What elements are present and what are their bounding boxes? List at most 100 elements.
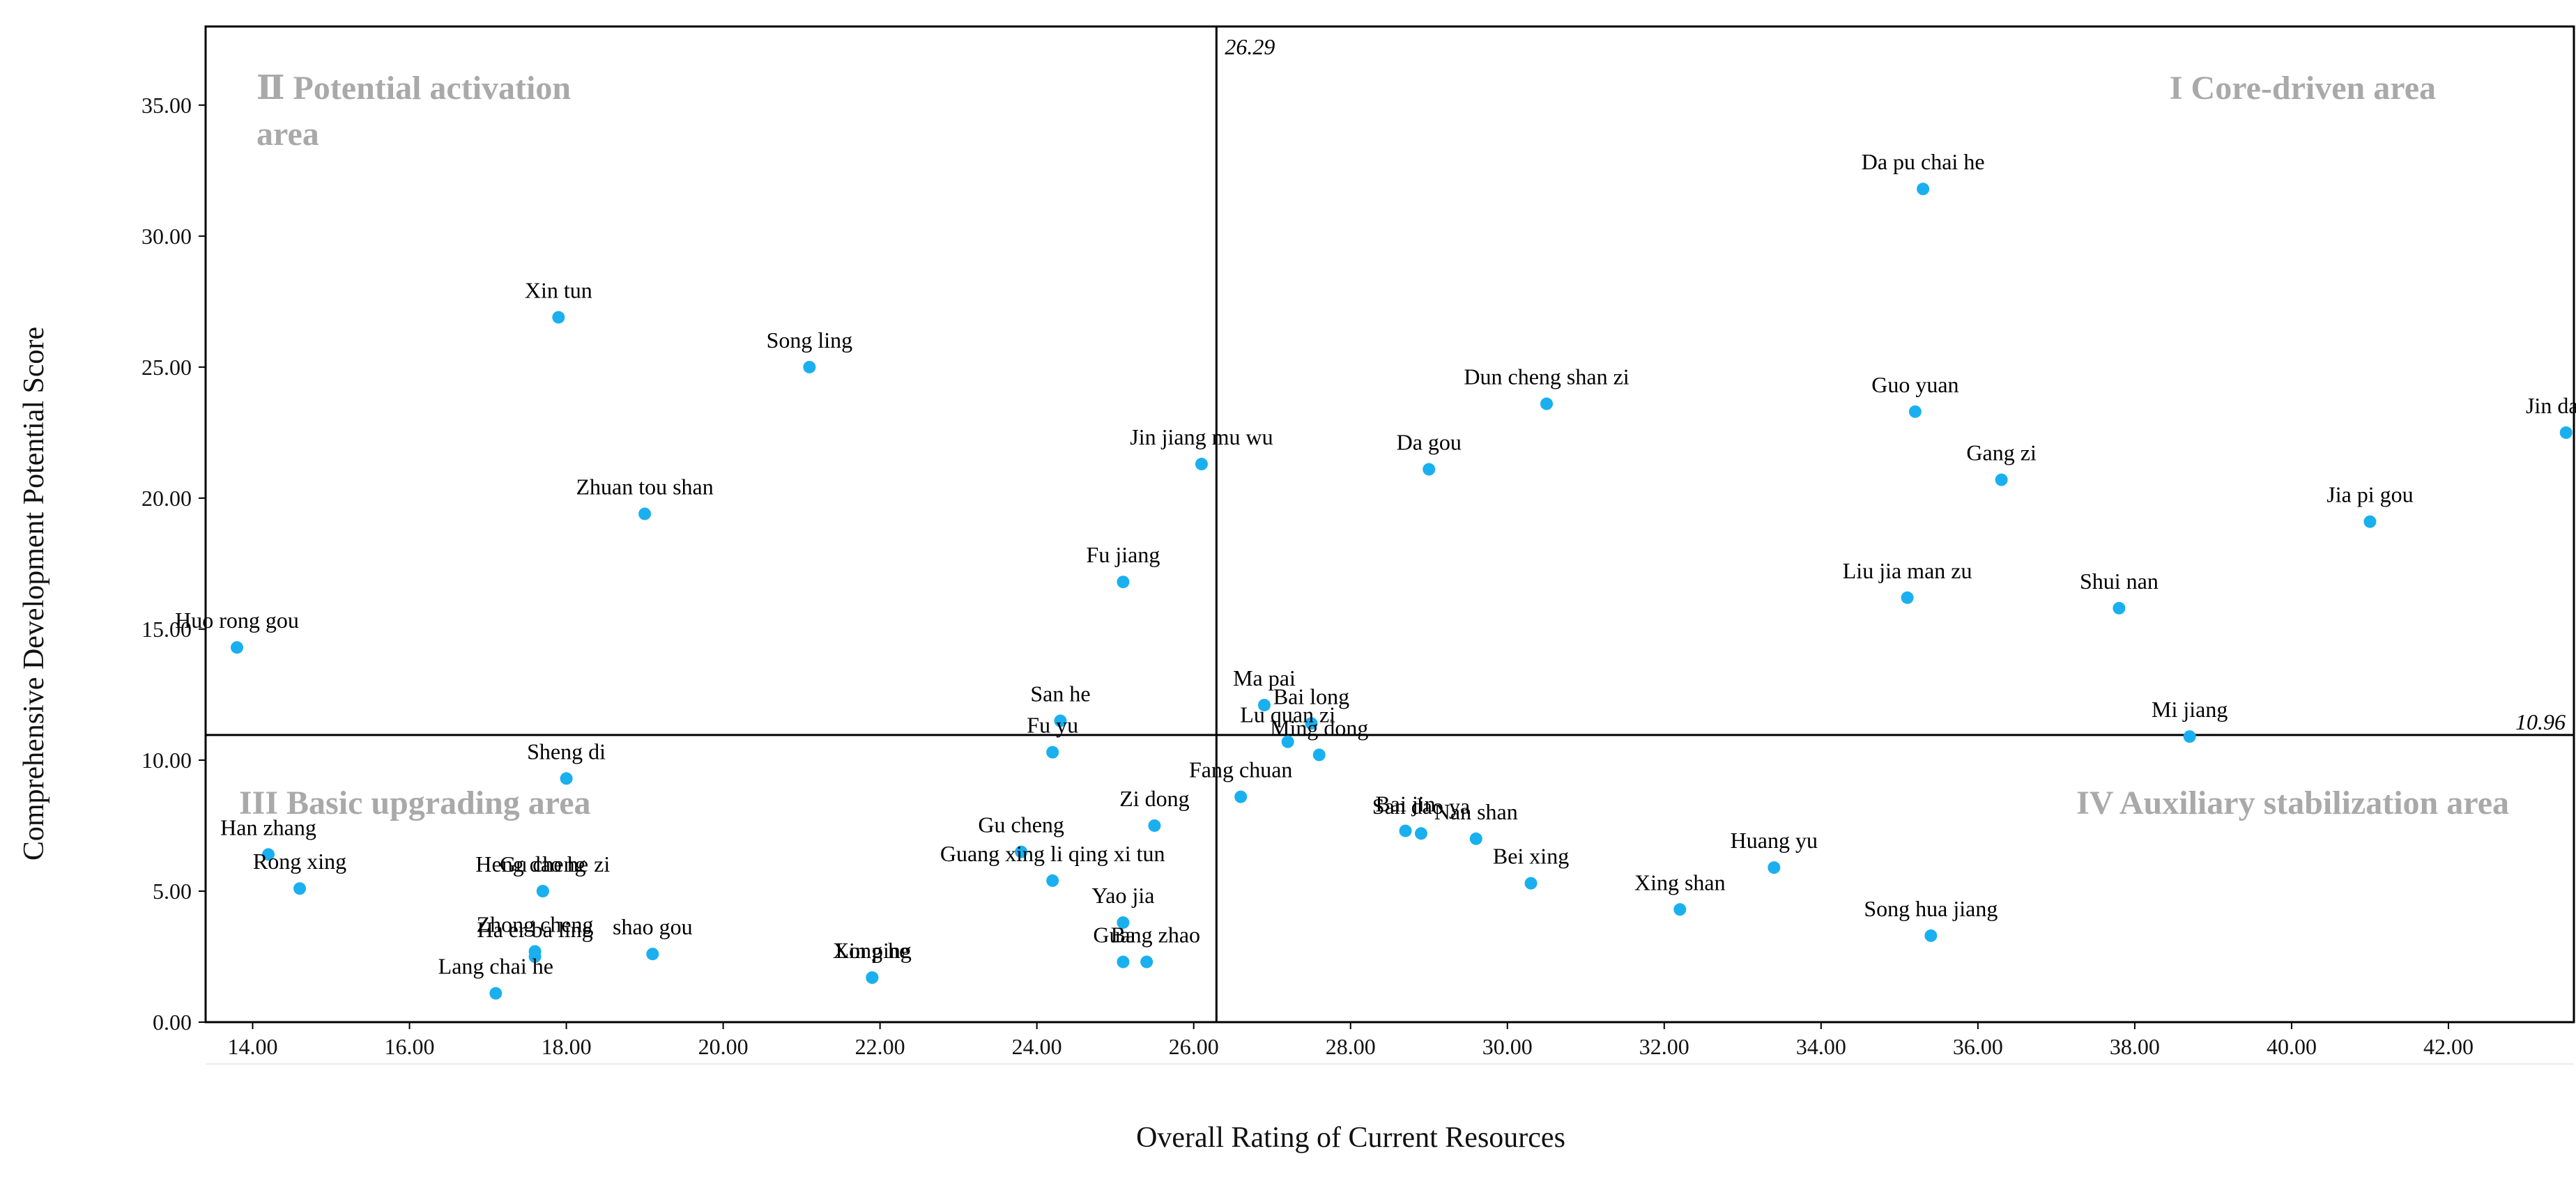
data-point <box>1046 746 1059 759</box>
data-point-label: Yao jia <box>1091 883 1154 908</box>
data-point <box>489 987 503 1000</box>
data-point <box>1148 819 1161 832</box>
data-points <box>231 183 2573 1000</box>
data-point-label: Da pu chai he <box>1862 149 1985 174</box>
data-point <box>1524 877 1538 890</box>
data-point-label: Ma pai <box>1233 665 1296 690</box>
data-point <box>1046 874 1059 887</box>
x-tick-label: 38.00 <box>2110 1034 2160 1059</box>
data-point <box>2559 426 2573 439</box>
data-point <box>2363 515 2377 528</box>
x-tick-label: 30.00 <box>1482 1034 1533 1059</box>
data-point <box>1540 397 1554 410</box>
x-tick-label: 28.00 <box>1326 1034 1376 1059</box>
data-point-label: Han zhang <box>220 815 316 840</box>
data-point-label: Jia pi gou <box>2326 482 2413 507</box>
x-tick-label: 40.00 <box>2267 1034 2317 1059</box>
plot-frame <box>204 25 2575 1024</box>
data-point-label: Ha er ba ling <box>477 917 592 942</box>
data-point-label: Fu yu <box>1027 713 1078 738</box>
data-point-label: Shui nan <box>2080 569 2159 594</box>
data-point-label: San dao ya <box>1372 794 1470 819</box>
data-point-label: Zi dong <box>1119 786 1189 811</box>
data-point <box>528 950 542 963</box>
data-point <box>1415 827 1428 840</box>
data-point-label: Fu jiang <box>1087 542 1160 567</box>
data-point-label: Da gou <box>1397 430 1462 455</box>
quadrant-4-label: IV Auxiliary stabilization area <box>2076 785 2509 821</box>
data-point-label: Gu cheng <box>978 812 1064 837</box>
data-point <box>1195 458 1208 471</box>
y-tick-label: 30.00 <box>141 224 192 249</box>
x-tick-label: 34.00 <box>1796 1034 1846 1059</box>
plot-area <box>204 25 2575 1065</box>
data-point <box>1117 916 1130 929</box>
data-point <box>1917 183 1930 196</box>
y-tick-label: 10.00 <box>141 748 192 773</box>
data-point <box>293 882 307 895</box>
data-point <box>2113 601 2126 615</box>
data-point <box>1054 714 1067 727</box>
reference-y-value: 10.96 <box>2515 709 2566 734</box>
y-axis-title: Comprehensive Development Potential Scor… <box>18 327 50 860</box>
data-point <box>1908 405 1922 418</box>
x-tick-label: 14.00 <box>228 1034 278 1059</box>
data-point <box>536 884 549 897</box>
quadrant-1-label: I Core-driven area <box>2170 70 2436 107</box>
data-point <box>1305 717 1318 730</box>
data-point <box>552 311 565 324</box>
x-tick-label: 16.00 <box>385 1034 435 1059</box>
data-point-label: shao gou <box>613 914 693 939</box>
quadrant-3-label: III Basic upgrading area <box>239 785 591 821</box>
data-point <box>1469 832 1482 845</box>
data-point-label: Ba <box>1111 923 1136 948</box>
y-tick-label: 0.00 <box>153 1010 192 1035</box>
data-point-label: Dun cheng shan zi <box>1464 364 1629 389</box>
data-point <box>1117 576 1130 589</box>
data-point-label: Liu jia man zu <box>1843 558 1972 583</box>
data-point-label: Gu cheng <box>500 851 586 877</box>
quadrant-labels: I Core-driven area Ⅱ Potential activation… <box>239 70 2509 821</box>
data-point <box>1140 955 1153 968</box>
data-point-label: Bai long <box>1273 684 1349 709</box>
data-point-label: Huo rong gou <box>175 608 299 633</box>
point-labels: Da pu chai he Xin tun Song ling Dun cheng s… <box>175 149 2576 978</box>
data-point <box>1281 735 1294 748</box>
data-point <box>866 971 879 985</box>
data-point-label: Mi jiang <box>2152 697 2228 722</box>
data-point <box>1423 463 1436 476</box>
data-point <box>638 507 652 520</box>
data-point <box>803 360 816 373</box>
data-point <box>2183 730 2196 743</box>
data-point <box>1673 903 1687 916</box>
reference-x-value: 26.29 <box>1225 34 1275 59</box>
reference-lines: 26.29 10.96 <box>206 26 2574 1022</box>
y-tick-label: 35.00 <box>141 93 192 118</box>
data-point <box>1234 790 1248 803</box>
x-tick-label: 20.00 <box>698 1034 749 1059</box>
y-tick-label: 15.00 <box>141 617 192 642</box>
quadrant-2-label-line2: area <box>256 116 319 153</box>
data-point <box>1399 824 1412 837</box>
y-tick-label: 20.00 <box>141 486 192 511</box>
data-point-label: Xing shan <box>1634 870 1726 895</box>
data-point-label: Guang zhao <box>1093 923 1200 948</box>
data-point-label: Long he <box>836 938 910 963</box>
data-point-label: Lu quan zi <box>1240 702 1335 727</box>
x-tick-label: 18.00 <box>542 1034 592 1059</box>
data-point-label: Song hua jiang <box>1864 896 1998 921</box>
data-point <box>1924 929 1938 942</box>
data-point-label: Gang zi <box>1966 440 2037 465</box>
data-point-label: Nan shan <box>1434 799 1518 824</box>
data-point-label: Zhong cheng <box>477 911 594 936</box>
data-point-label: Xin ping <box>833 938 912 963</box>
data-point-label: Jin jiang mu wu <box>1130 424 1273 449</box>
data-point-label: San he <box>1030 681 1090 707</box>
data-point-label: Fang chuan <box>1189 757 1292 782</box>
data-point <box>1117 955 1130 968</box>
x-tick-label: 24.00 <box>1012 1034 1062 1059</box>
data-point-label: Guang xing li qing xi tun <box>940 841 1165 866</box>
data-point <box>1995 473 2008 486</box>
y-tick-label: 5.00 <box>153 879 192 904</box>
